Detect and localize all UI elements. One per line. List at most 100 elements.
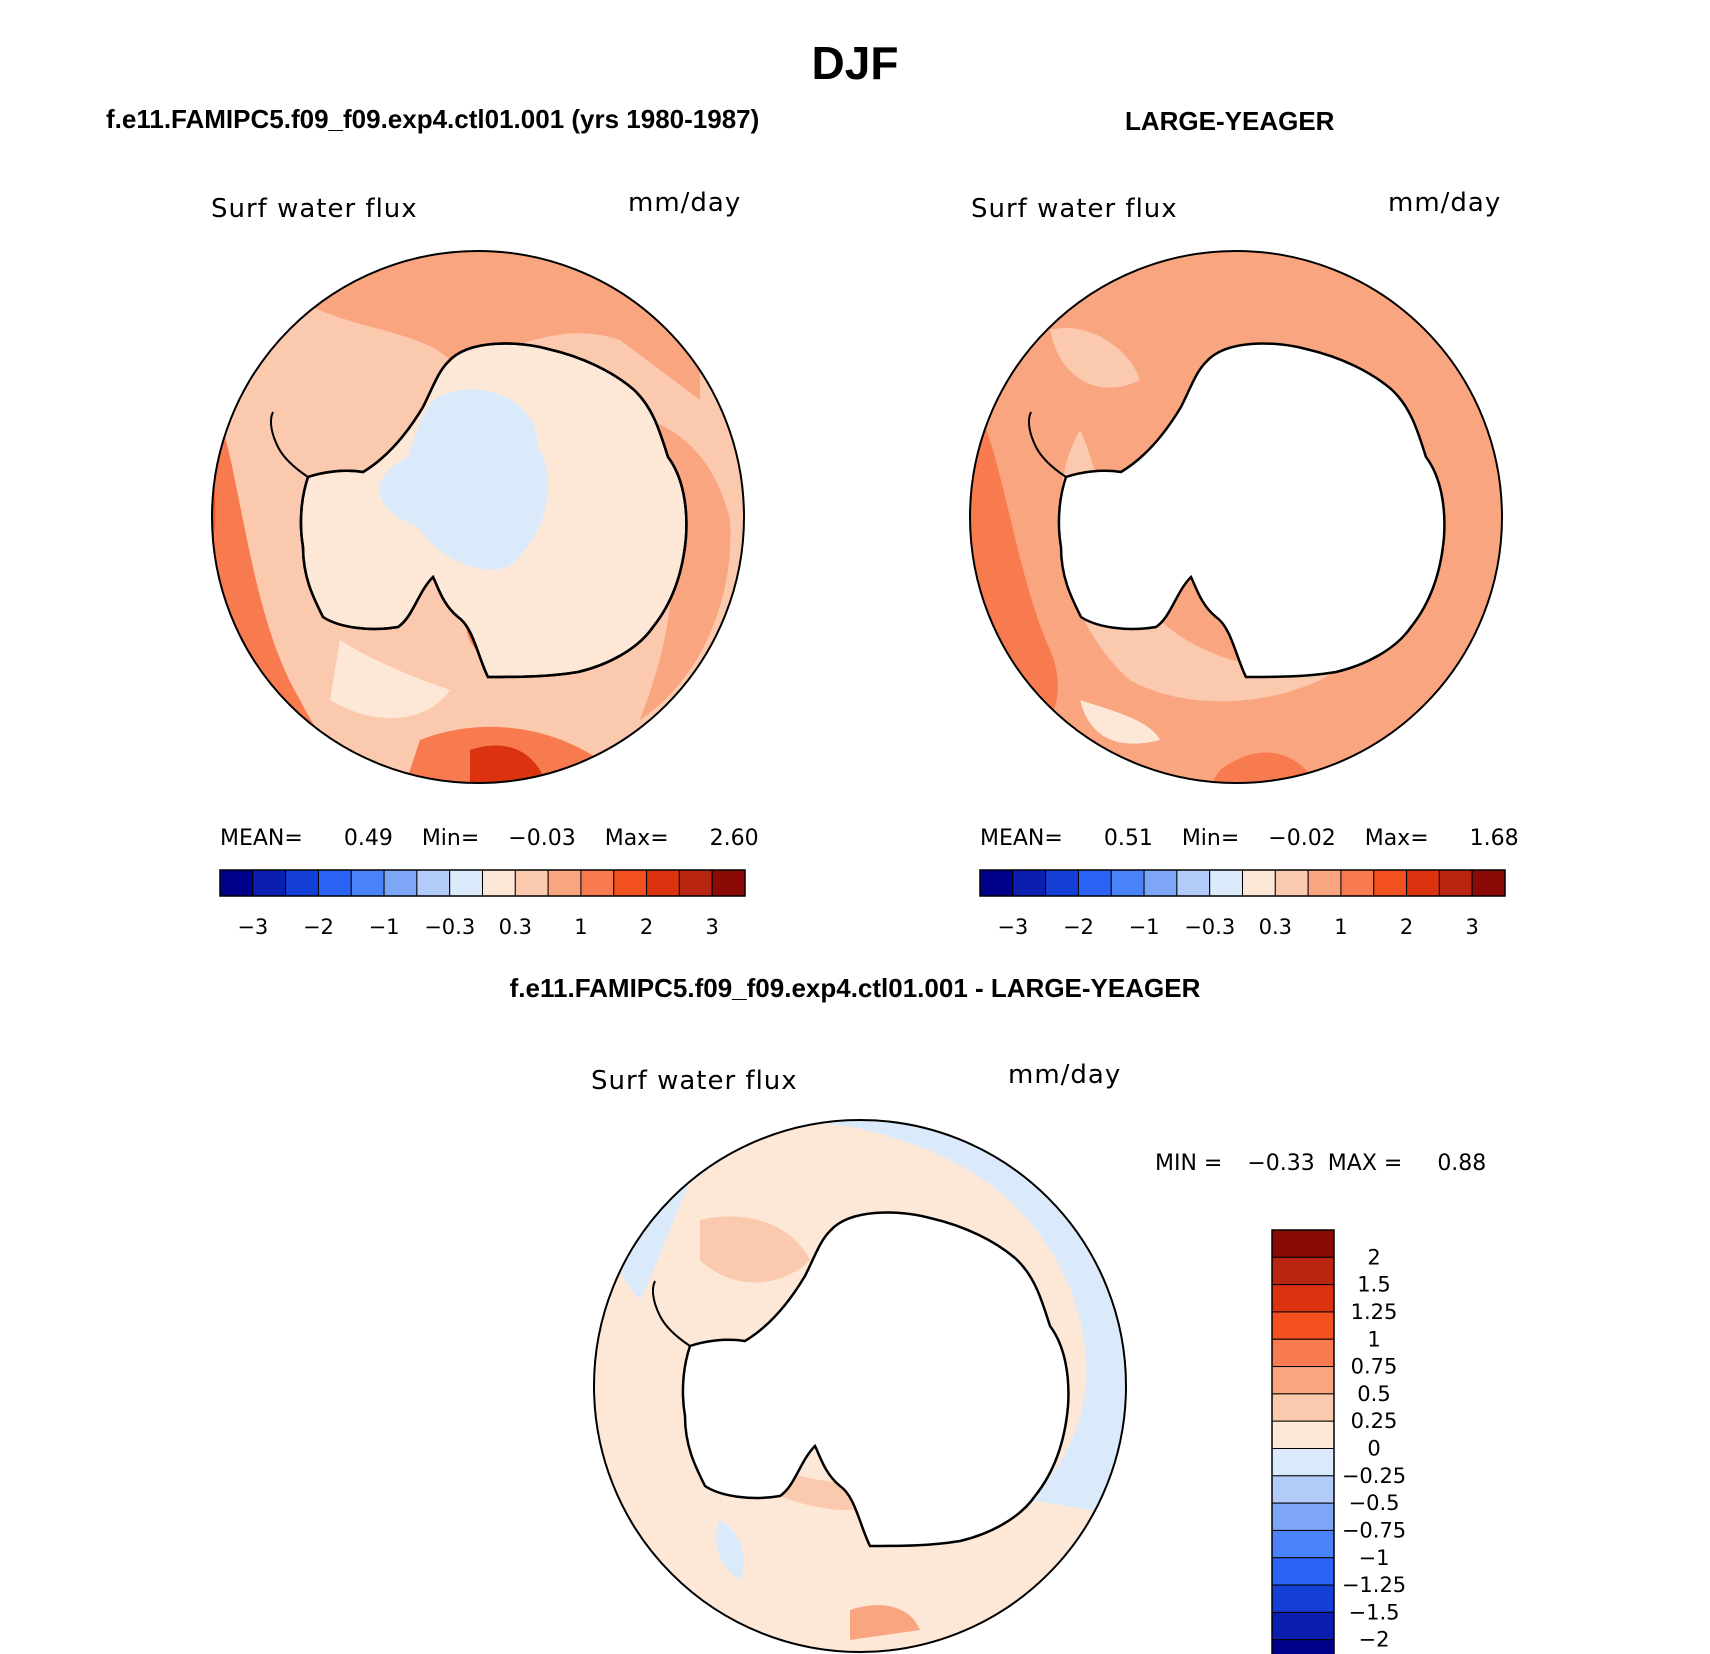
colorbar-tick-label: 3 bbox=[706, 915, 719, 939]
mean-label: MEAN= bbox=[220, 826, 303, 851]
units-label-model: mm/day bbox=[628, 188, 742, 218]
colorbar-swatch bbox=[383, 869, 418, 897]
stats-model: MEAN= 0.49 Min= −0.03 Max= 2.60 bbox=[220, 826, 759, 851]
colorbar-swatch bbox=[547, 869, 582, 897]
colorbar-tick-label: −1.5 bbox=[1349, 1600, 1400, 1624]
colorbar-swatch bbox=[449, 869, 483, 897]
colorbar-swatch bbox=[1143, 869, 1178, 897]
max-label: Max= bbox=[1364, 826, 1429, 851]
colorbar-tick-label: 2 bbox=[640, 915, 653, 939]
colorbar-frame bbox=[219, 869, 746, 897]
colorbar-swatch bbox=[1373, 869, 1408, 897]
colorbar-tick-label: −0.3 bbox=[1184, 915, 1235, 939]
colorbar-tick-label: −1 bbox=[1129, 915, 1160, 939]
min-label: Min= bbox=[421, 826, 480, 851]
colorbar-tick-label: 3 bbox=[1466, 915, 1479, 939]
colorbar-tick-label: 2 bbox=[1367, 1245, 1380, 1269]
colorbar-swatch bbox=[350, 869, 385, 897]
colorbar-tick-label: −2 bbox=[303, 915, 334, 939]
colorbar-tick-label: 0.5 bbox=[1357, 1382, 1390, 1406]
colorbar-tick-label: 1.5 bbox=[1357, 1273, 1390, 1297]
colorbar-swatch bbox=[1077, 869, 1112, 897]
colorbar-swatch bbox=[1274, 869, 1309, 897]
colorbar-swatch bbox=[1176, 869, 1211, 897]
min-label: MIN = bbox=[1155, 1151, 1223, 1176]
colorbar-swatch bbox=[1045, 869, 1079, 897]
colorbar-swatch bbox=[1242, 869, 1276, 897]
colorbar-diff: 2 1.5 1.25 1 0.75 0.5 0.25 0 −0.25 −0.5 −0.75 −1 −1.… bbox=[1271, 1229, 1406, 1654]
min-value: −0.02 bbox=[1268, 826, 1336, 851]
colorbar-swatch bbox=[1271, 1420, 1335, 1449]
colorbar-swatch bbox=[1271, 1311, 1335, 1340]
colorbar-swatch bbox=[1271, 1584, 1335, 1613]
colorbar-tick-label: 1.25 bbox=[1351, 1300, 1398, 1324]
colorbar-swatch bbox=[1209, 869, 1243, 897]
colorbar-swatch bbox=[580, 869, 615, 897]
mean-value: 0.51 bbox=[1103, 826, 1153, 851]
colorbar-swatch bbox=[979, 869, 1014, 897]
polar-map-obs bbox=[969, 250, 1503, 784]
colorbar-tick-label: −0.25 bbox=[1342, 1464, 1406, 1488]
colorbar-tick-label: 1 bbox=[1367, 1327, 1380, 1351]
colorbar-obs: −3 −2 −1 −0.3 0.3 1 2 3 bbox=[979, 869, 1506, 939]
colorbar-swatch bbox=[285, 869, 319, 897]
figure-title: DJF bbox=[811, 37, 899, 89]
colorbar-swatch bbox=[1406, 869, 1440, 897]
stats-obs: MEAN= 0.51 Min= −0.02 Max= 1.68 bbox=[980, 826, 1519, 851]
colorbar-swatch bbox=[1012, 869, 1047, 897]
colorbar-model: −3 −2 −1 −0.3 0.3 1 2 3 bbox=[219, 869, 746, 939]
colorbar-tick-label: 0 bbox=[1367, 1437, 1380, 1461]
colorbar-swatch bbox=[1271, 1475, 1335, 1504]
colorbar-swatch bbox=[1271, 1502, 1335, 1531]
mean-value: 0.49 bbox=[343, 826, 393, 851]
colorbar-tick-label: −0.3 bbox=[424, 915, 475, 939]
colorbar-swatch bbox=[482, 869, 516, 897]
colorbar-tick-label: −2 bbox=[1359, 1628, 1390, 1652]
colorbar-swatch bbox=[646, 869, 680, 897]
polar-map-model bbox=[211, 250, 745, 784]
colorbar-swatch bbox=[1340, 869, 1375, 897]
colorbar-tick-label: 0.75 bbox=[1351, 1355, 1398, 1379]
colorbar-swatch bbox=[1271, 1229, 1335, 1258]
min-value: −0.03 bbox=[508, 826, 576, 851]
colorbar-tick-label: −1 bbox=[1359, 1546, 1390, 1570]
colorbar-tick-label: 0.25 bbox=[1351, 1409, 1398, 1433]
colorbar-tick-label: −0.5 bbox=[1349, 1491, 1400, 1515]
min-label: Min= bbox=[1181, 826, 1240, 851]
colorbar-tick-label: 1 bbox=[1334, 915, 1347, 939]
panel-heading-obs: LARGE-YEAGER bbox=[1125, 106, 1335, 136]
units-label-diff: mm/day bbox=[1008, 1060, 1122, 1090]
colorbar-swatch bbox=[613, 869, 648, 897]
polar-map-diff bbox=[593, 1119, 1127, 1653]
colorbar-swatch bbox=[1271, 1256, 1335, 1286]
max-label: MAX = bbox=[1327, 1151, 1403, 1176]
units-label-obs: mm/day bbox=[1388, 188, 1502, 218]
colorbar-swatch bbox=[1438, 869, 1473, 897]
variable-label-obs: Surf water flux bbox=[971, 194, 1178, 224]
mean-label: MEAN= bbox=[980, 826, 1063, 851]
stats-diff: MIN = −0.33 MAX = 0.88 bbox=[1155, 1151, 1486, 1176]
colorbar-swatch bbox=[1271, 1557, 1335, 1586]
colorbar-swatch bbox=[1271, 1338, 1335, 1368]
colorbar-swatch bbox=[252, 869, 287, 897]
colorbar-swatch bbox=[678, 869, 713, 897]
colorbar-tick-label: −3 bbox=[997, 915, 1028, 939]
min-value: −0.33 bbox=[1247, 1151, 1315, 1176]
colorbar-swatch bbox=[1271, 1448, 1335, 1477]
colorbar-swatch bbox=[1271, 1366, 1335, 1395]
colorbar-tick-label: 2 bbox=[1400, 915, 1413, 939]
colorbar-swatch bbox=[1307, 869, 1342, 897]
colorbar-tick-label: −1 bbox=[369, 915, 400, 939]
colorbar-swatch bbox=[1110, 869, 1145, 897]
colorbar-swatch bbox=[1271, 1284, 1335, 1313]
colorbar-swatch bbox=[1271, 1611, 1335, 1641]
colorbar-tick-label: −0.75 bbox=[1342, 1518, 1406, 1542]
colorbar-tick-label: 0.3 bbox=[1259, 915, 1292, 939]
colorbar-tick-label: −3 bbox=[237, 915, 268, 939]
max-value: 2.60 bbox=[709, 826, 759, 851]
max-value: 0.88 bbox=[1437, 1151, 1487, 1176]
colorbar-swatch bbox=[711, 869, 746, 897]
panel-heading-diff: f.e11.FAMIPC5.f09_f09.exp4.ctl01.001 - L… bbox=[509, 973, 1201, 1003]
colorbar-swatch bbox=[1271, 1529, 1335, 1559]
colorbar-swatch bbox=[219, 869, 254, 897]
